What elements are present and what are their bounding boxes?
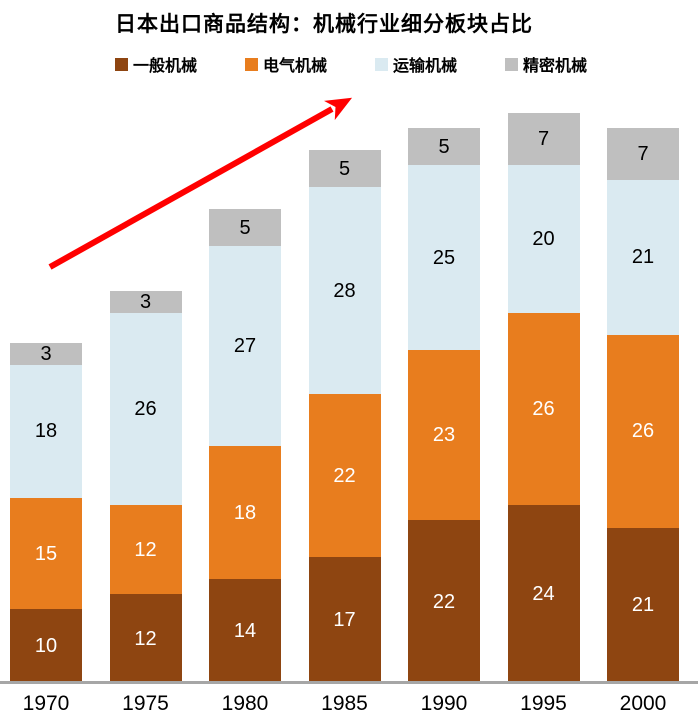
bar-value-label: 22 [432,590,456,613]
legend-label: 电气机械 [263,58,328,75]
bar-segment: 10 [10,609,82,683]
legend-label: 运输机械 [393,58,458,75]
bar-value-label: 23 [432,424,456,447]
bar-segment: 12 [109,594,182,683]
x-axis-label: 1990 [420,692,468,715]
bar-segment: 26 [507,313,580,506]
legend-swatch-icon [505,57,519,71]
legend-label: 精密机械 [523,58,588,75]
x-axis-label: 1985 [321,692,368,715]
bar-segment: 15 [10,498,82,609]
bar-segment: 5 [408,128,480,165]
bar-value-label: 17 [333,609,356,632]
bar-segment: 25 [408,165,480,350]
bar-segment: 3 [10,342,82,365]
bar-value-label: 22 [333,464,356,487]
bar-value-label: 18 [233,501,257,524]
bar-segment: 21 [607,527,679,683]
bar-segment: 18 [209,446,281,580]
bar-segment: 23 [408,350,480,521]
bar-value-label: 25 [432,246,456,269]
legend: 一般机械 电气机械 运输机械 精密机械 [115,52,587,76]
bar-value-label: 7 [537,128,550,151]
bar-value-label: 26 [134,398,157,421]
bar-segment: 7 [507,113,580,165]
bar-segment: 21 [607,179,679,336]
legend-swatch-icon [115,57,128,71]
bar-value-label: 12 [134,627,157,650]
legend-item-electrical-machinery: 电气机械 [245,52,327,76]
legend-label: 一般机械 [133,58,198,75]
bar-segment: 18 [10,364,82,498]
bar-value-label: 5 [239,216,251,239]
bar-segment: 26 [607,335,679,528]
bar-value-label: 12 [134,538,157,561]
x-axis-label: 1970 [22,692,70,715]
bar-segment: 5 [308,150,381,188]
x-axis-label: 1980 [221,692,269,715]
bar-segment: 22 [308,394,381,558]
bar-value-label: 3 [139,290,152,313]
x-axis-line [0,681,698,684]
bar-segment: 24 [507,505,580,683]
bar-value-label: 7 [637,142,649,165]
bar-value-label: 27 [233,335,257,358]
bar-value-label: 3 [40,342,52,365]
x-axis-label: 2000 [619,692,667,715]
bar-value-label: 21 [631,246,655,269]
bar-segment: 12 [109,505,182,595]
bar-value-label: 18 [34,420,58,443]
legend-item-precision-machinery: 精密机械 [505,52,587,76]
bar-value-label: 24 [532,583,555,606]
bar-segment: 26 [109,313,182,506]
bar-value-label: 20 [532,228,555,250]
bar-segment: 27 [209,246,281,447]
bar-segment: 20 [507,165,580,313]
legend-swatch-icon [375,57,389,71]
legend-swatch-icon [245,57,259,71]
bar-value-label: 21 [631,594,655,617]
bar-segment: 22 [408,520,480,683]
legend-item-transport-machinery: 运输机械 [375,52,457,76]
x-axis-label: 1995 [520,692,567,715]
bar-segment: 7 [607,128,679,180]
bar-value-label: 15 [34,542,58,565]
bar-value-label: 10 [34,635,58,657]
bar-value-label: 26 [631,420,655,443]
bar-value-label: 5 [438,135,450,158]
bar-value-label: 28 [333,279,356,302]
bar-segment: 17 [308,557,381,683]
bar-value-label: 26 [532,398,555,421]
bar-segment: 14 [209,579,281,683]
bar-value-label: 5 [338,157,351,180]
bar-segment: 28 [308,187,381,395]
bar-segment: 5 [209,209,281,247]
x-axis-label: 1975 [122,692,169,715]
bar-segment: 3 [109,290,182,313]
bar-value-label: 14 [233,620,257,643]
chart-title: 日本出口商品结构：机械行业细分板块占比 [115,13,533,36]
legend-item-general-machinery: 一般机械 [115,52,197,76]
